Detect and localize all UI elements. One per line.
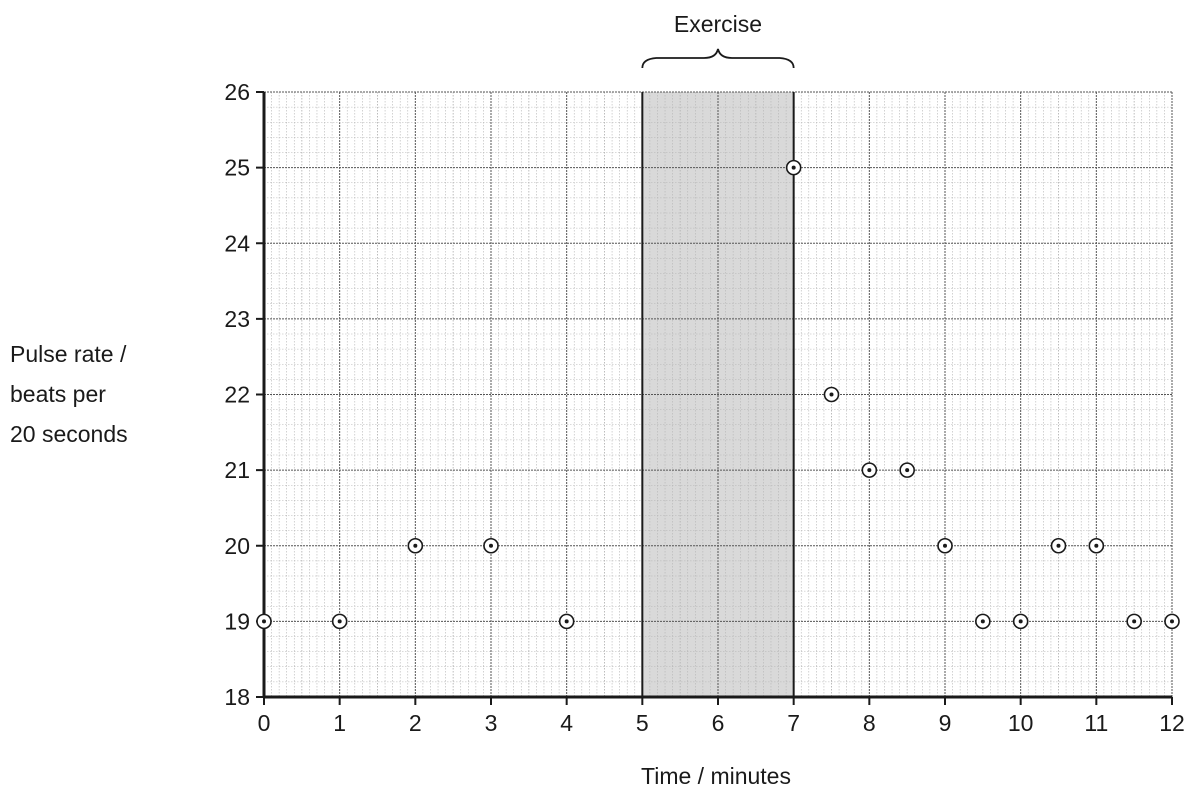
data-point	[1050, 537, 1067, 554]
x-tick-label: 3	[485, 710, 498, 736]
data-point	[331, 613, 348, 630]
data-point	[785, 159, 802, 176]
data-point-dot	[1170, 619, 1174, 624]
x-tick-label: 0	[258, 710, 271, 736]
data-point	[1012, 613, 1029, 630]
data-point-dot	[905, 468, 910, 473]
y-axis-label-line-3: 20 seconds	[10, 421, 128, 447]
data-point	[937, 537, 953, 554]
y-axis-label-line-1: Pulse rate /	[10, 341, 127, 367]
data-point-dot	[867, 468, 872, 473]
data-point	[256, 613, 272, 630]
x-tick-label: 8	[863, 710, 876, 736]
x-tick-label: 2	[409, 710, 422, 736]
x-tick-label: 12	[1159, 710, 1185, 736]
data-point-dot	[829, 392, 834, 397]
data-point-dot	[980, 619, 985, 624]
y-tick-label: 22	[224, 382, 250, 408]
data-point-dot	[1056, 543, 1061, 548]
data-point	[558, 613, 575, 630]
y-tick-label: 21	[224, 457, 250, 483]
data-point-dot	[1018, 619, 1023, 624]
data-point-dot	[262, 619, 266, 624]
y-tick-label: 24	[224, 230, 250, 256]
data-point-dot	[489, 543, 493, 548]
grid	[263, 91, 1173, 698]
exercise-label: Exercise	[674, 11, 762, 37]
exercise-bracket-path	[641, 48, 795, 69]
data-point-dot	[1132, 619, 1137, 624]
exercise-bracket: Exercise	[641, 11, 795, 69]
data-point	[1126, 613, 1142, 630]
x-tick-label: 1	[333, 710, 346, 736]
data-point	[1088, 537, 1105, 554]
data-point-dot	[1094, 543, 1099, 548]
x-tick-label: 9	[939, 710, 952, 736]
data-point-dot	[564, 619, 569, 624]
data-point	[899, 462, 915, 478]
data-point	[1164, 613, 1180, 630]
x-tick-label: 6	[712, 710, 725, 736]
data-point	[975, 613, 991, 630]
y-tick-label: 25	[224, 155, 250, 181]
x-tick-label: 5	[636, 710, 649, 736]
data-point-dot	[943, 543, 947, 548]
x-axis-label: Time / minutes	[641, 763, 791, 789]
data-point	[407, 537, 424, 554]
data-point	[823, 386, 840, 403]
data-point-dot	[413, 543, 418, 548]
y-tick-label: 23	[224, 306, 250, 332]
data-point-dot	[791, 165, 796, 170]
data-point	[861, 462, 878, 478]
data-points	[256, 159, 1180, 630]
y-tick-label: 20	[224, 533, 250, 559]
x-tick-label: 10	[1008, 710, 1034, 736]
y-tick-label: 18	[224, 684, 250, 710]
y-axis-label: Pulse rate / beats per 20 seconds	[10, 341, 128, 447]
x-tick-label: 4	[560, 710, 573, 736]
y-tick-label: 19	[224, 608, 250, 634]
x-tick-label: 11	[1084, 710, 1108, 736]
data-point	[483, 537, 499, 554]
y-tick-label: 26	[224, 79, 250, 105]
data-point-dot	[337, 619, 342, 624]
y-axis-label-line-2: beats per	[10, 381, 106, 407]
x-tick-label: 7	[787, 710, 800, 736]
